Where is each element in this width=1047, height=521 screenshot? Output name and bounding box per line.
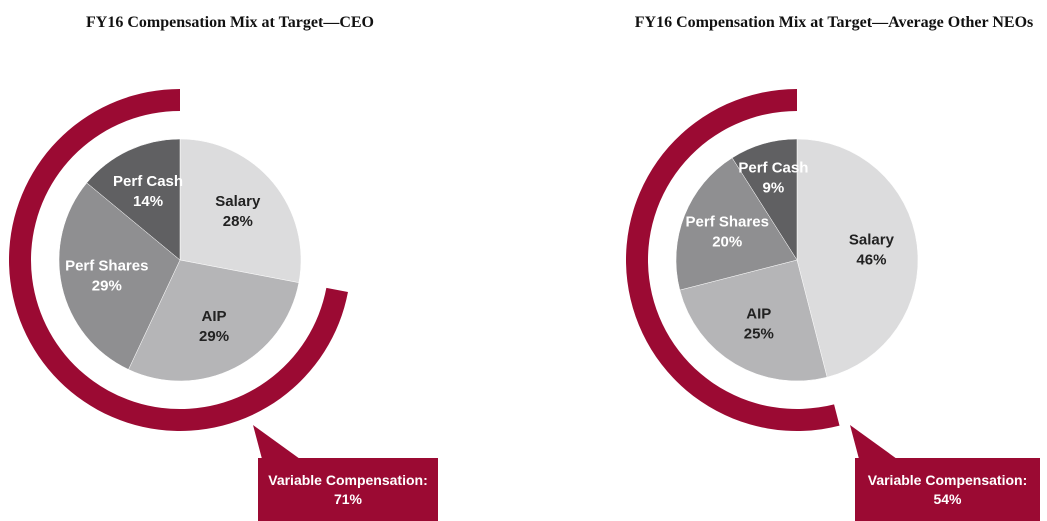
callout-box [258,458,438,521]
callout: Variable Compensation: 54% [867,471,1028,507]
slice-label: AIP [202,308,227,325]
slice-value: 29% [199,328,229,345]
slice-label: Perf Shares [686,213,769,230]
callout: Variable Compensation: 71% [268,471,428,507]
pie-slice [179,138,302,283]
pie-slice [86,138,181,261]
slice-value: 28% [223,213,253,230]
callout-box [855,458,1040,521]
pie-slice [796,138,919,378]
slice-label: Salary [849,232,895,249]
pie-slice [128,259,300,382]
pie-slice [58,182,181,370]
pie-slice [679,259,828,382]
slice-value: 14% [133,193,163,210]
chart-title: FY16 Compensation Mix at Target—Average … [634,14,1034,31]
slice-value: 46% [856,252,886,269]
slice-value: 25% [744,326,774,343]
slice-value: 20% [712,233,742,250]
slice-label: Perf Cash [113,173,183,190]
slice-value: 29% [92,277,122,294]
slice-label: Salary [215,193,261,210]
slice-label: Perf Cash [738,160,808,177]
callout-pointer [253,425,300,459]
slice-value: 9% [763,180,785,197]
slice-label: AIP [746,306,771,323]
chart-title: FY16 Compensation Mix at Target—CEO [86,14,374,31]
pie-slice [731,138,798,261]
pie-slice [675,157,798,291]
slice-label: Perf Shares [65,257,148,274]
callout-pointer [850,425,897,459]
